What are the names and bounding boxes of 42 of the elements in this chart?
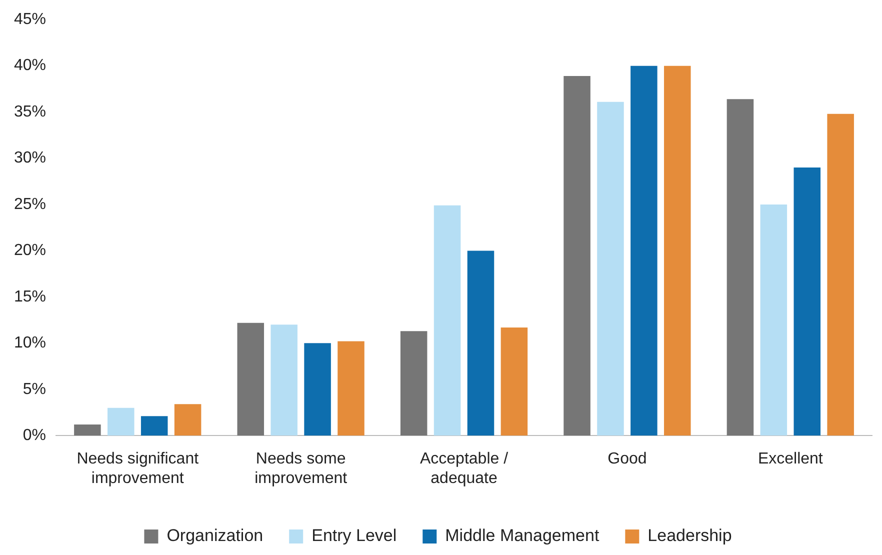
- category-label: improvement: [254, 470, 348, 487]
- legend-label: Leadership: [648, 526, 732, 546]
- bar: [760, 204, 788, 436]
- legend-label: Entry Level: [312, 526, 397, 546]
- bar: [664, 66, 691, 436]
- bar: [304, 343, 331, 436]
- x-tick-label: Good: [608, 450, 647, 468]
- x-tick-label: Excellent: [758, 450, 824, 468]
- y-tick-label: 30%: [14, 150, 46, 167]
- bar: [467, 250, 494, 436]
- y-tick-label: 10%: [14, 334, 46, 352]
- bar: [338, 341, 364, 436]
- bar: [597, 102, 624, 436]
- bar: [500, 327, 528, 436]
- legend-label: Organization: [166, 526, 264, 546]
- bar: [237, 322, 264, 436]
- bar: [140, 416, 168, 436]
- bar: [726, 99, 754, 436]
- y-tick-label: 0%: [22, 427, 46, 444]
- bar: [400, 331, 428, 436]
- y-tick-label: 20%: [14, 242, 46, 260]
- y-tick-label: 25%: [14, 196, 46, 213]
- y-tick-label: 40%: [14, 57, 46, 74]
- bar: [827, 114, 854, 436]
- y-tick-label: 45%: [14, 11, 46, 28]
- bar: [270, 324, 298, 436]
- y-tick-label: 35%: [14, 103, 46, 120]
- category-label: Needs some: [256, 450, 346, 468]
- y-tick-label: 15%: [14, 288, 46, 306]
- bar: [174, 404, 202, 436]
- y-tick-label: 5%: [22, 380, 46, 398]
- bar: [630, 66, 658, 436]
- category-label: improvement: [91, 470, 184, 487]
- bar: [794, 168, 821, 436]
- bar: [564, 76, 590, 436]
- category-label: Acceptable /: [420, 450, 508, 468]
- bar: [108, 408, 134, 436]
- category-label: Needs significant: [76, 450, 199, 468]
- legend-label: Middle Management: [445, 526, 600, 546]
- category-label: adequate: [430, 470, 498, 487]
- bar: [434, 205, 461, 436]
- bar: [74, 424, 101, 436]
